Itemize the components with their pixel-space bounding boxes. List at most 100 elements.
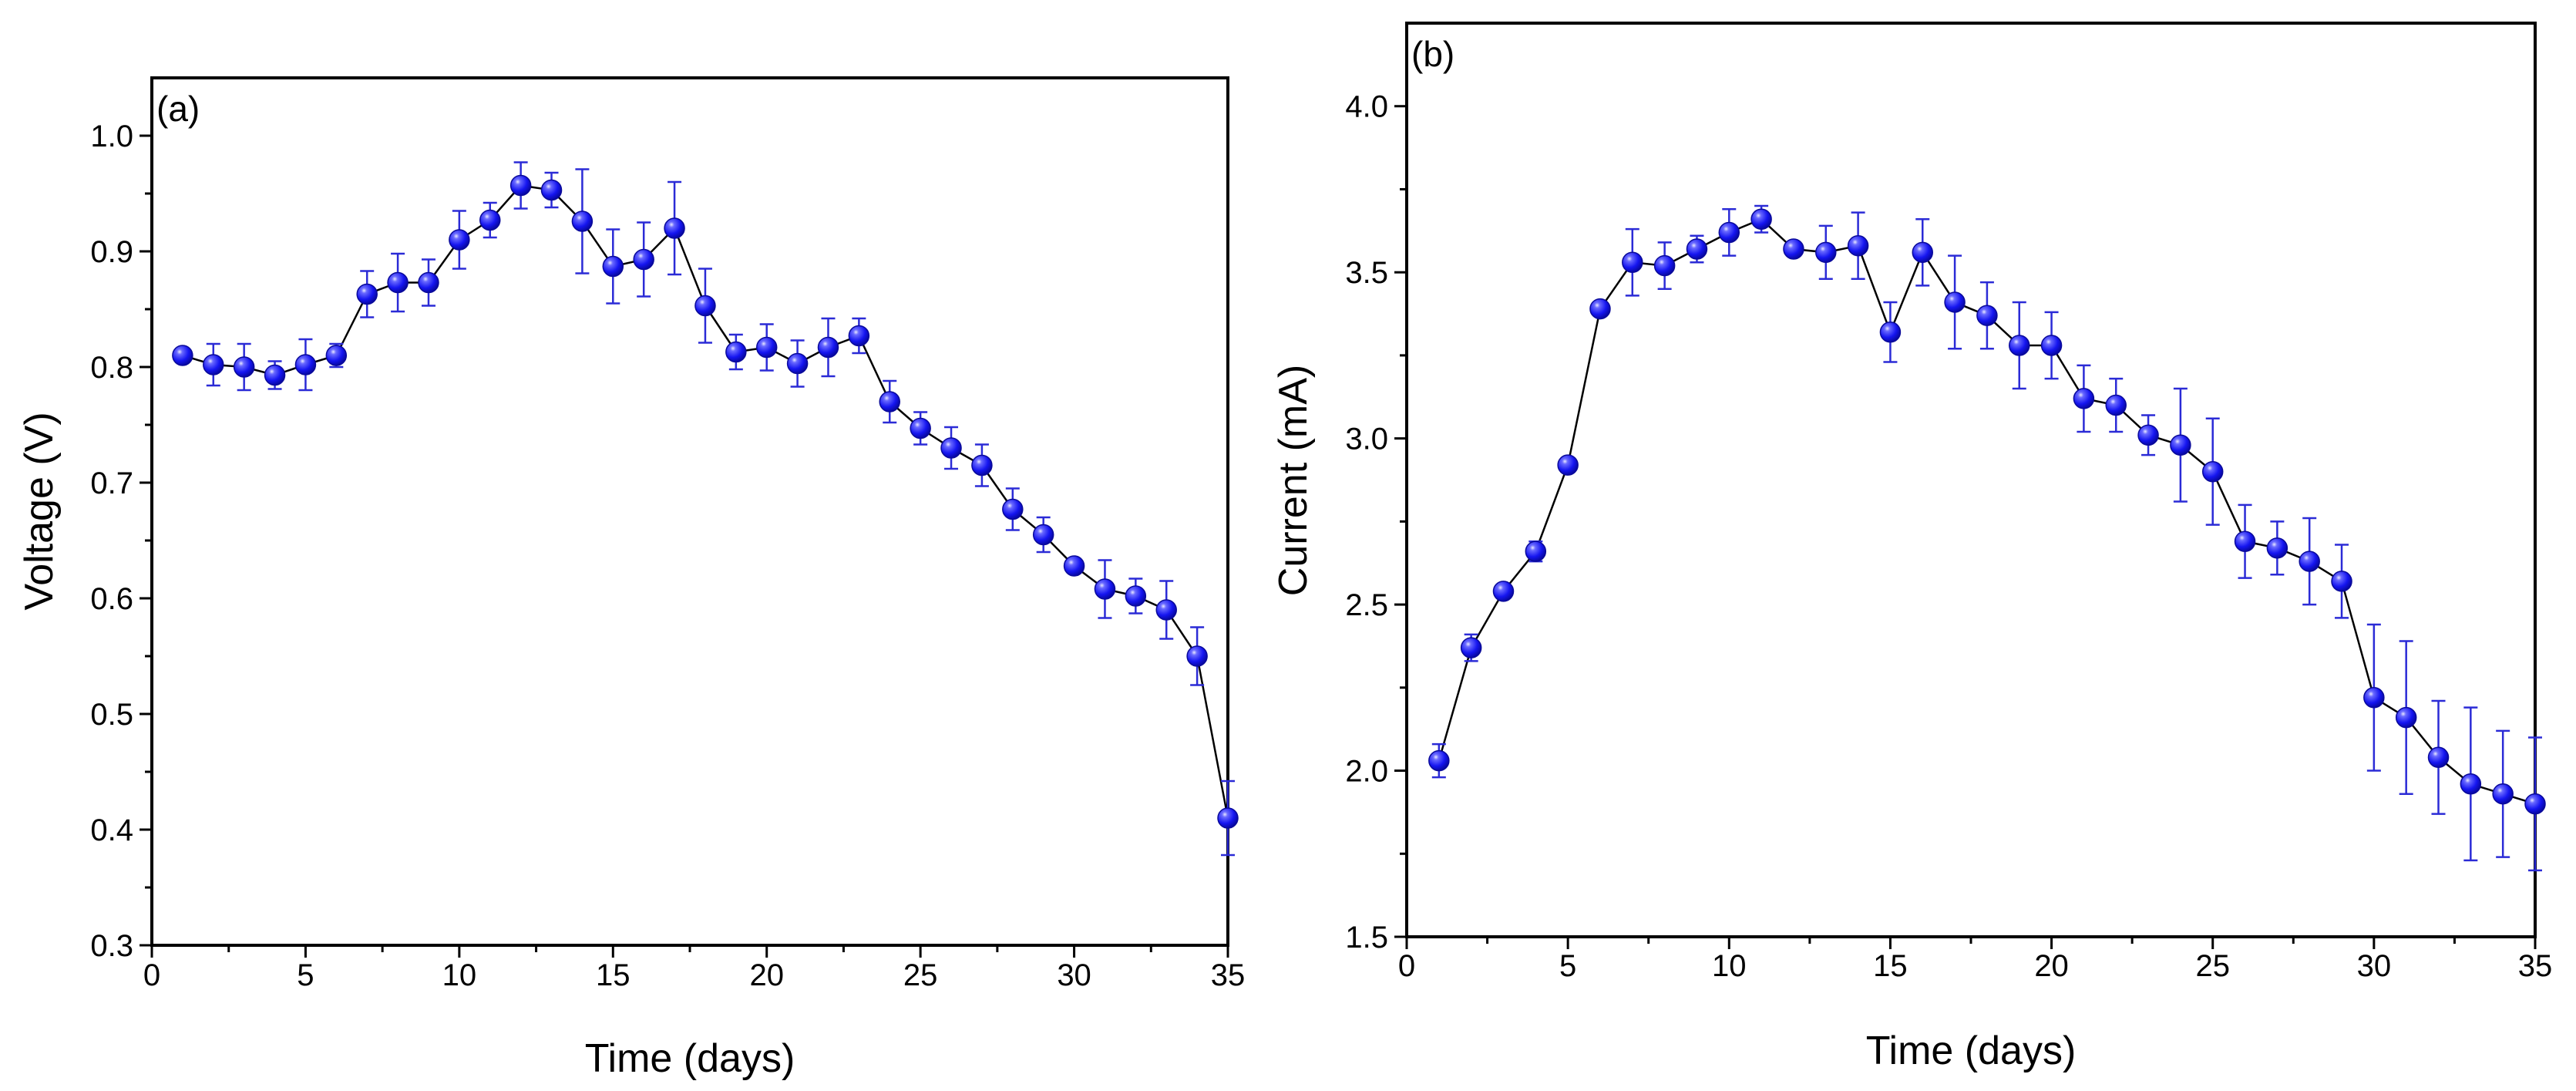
data-point	[2395, 706, 2417, 729]
x-tick-label: 10	[442, 958, 477, 992]
data-point	[418, 271, 439, 294]
data-point	[2201, 460, 2224, 483]
data-point	[1155, 599, 1177, 621]
voltage-chart: 0 5 10 15 20 25 30 35 0.3 0.4 0.5 0.6 0.7 0.8 0.9 1.0 (…	[17, 76, 1245, 1081]
data-point	[540, 179, 563, 201]
plot-area-frame	[1405, 22, 2537, 938]
data-point	[725, 341, 747, 363]
y-tick-label: 4.0	[1345, 90, 1388, 124]
data-point	[664, 217, 685, 239]
data-point	[449, 229, 470, 251]
y-tick-label: 1.5	[1345, 921, 1388, 955]
data-point	[2040, 335, 2063, 356]
data-point	[1879, 321, 1902, 343]
data-point	[848, 325, 870, 347]
data-point	[264, 364, 286, 386]
y-tick-label: 0.9	[90, 235, 133, 269]
current-axis-ticks: 0 5 10 15 20 25 30 35 1.5 2.0 2.5 3.0 3.5 4.0	[1345, 90, 2552, 983]
y-tick-label: 2.5	[1345, 588, 1388, 622]
current-series-layer	[1428, 204, 2546, 872]
data-point	[1063, 555, 1085, 577]
y-tick-label: 3.0	[1345, 423, 1388, 456]
y-tick-label: 1.0	[90, 120, 133, 153]
data-point	[2524, 793, 2546, 815]
data-point	[2266, 537, 2288, 559]
y-tick-label: 0.3	[90, 929, 133, 963]
data-point	[940, 437, 962, 459]
data-point	[1186, 645, 1208, 667]
data-point	[2427, 746, 2450, 769]
data-point	[2363, 686, 2385, 709]
y-tick-label: 2.0	[1345, 755, 1388, 789]
data-point	[1002, 498, 1024, 520]
data-point	[786, 352, 809, 375]
x-tick-label: 10	[1712, 949, 1747, 983]
data-point	[509, 174, 532, 197]
data-point	[1492, 581, 1515, 602]
data-point	[1750, 208, 1772, 230]
data-point	[2492, 783, 2514, 805]
data-point	[2105, 394, 2127, 416]
data-point	[1815, 241, 1837, 264]
data-point	[571, 210, 594, 232]
data-point	[1976, 305, 1998, 326]
data-point	[1622, 251, 1643, 274]
y-tick-label: 3.5	[1345, 256, 1388, 290]
y-axis-label-a: Voltage (V)	[17, 412, 62, 610]
data-point	[1032, 524, 1054, 546]
x-tick-label: 30	[2357, 949, 2392, 983]
data-point	[325, 345, 348, 366]
y-tick-label: 0.5	[90, 698, 133, 732]
data-point	[294, 354, 317, 375]
data-point	[1094, 578, 1116, 600]
x-tick-label: 5	[1559, 949, 1576, 983]
data-point	[694, 295, 716, 317]
data-point	[2073, 388, 2095, 409]
x-axis-label-a: Time (days)	[585, 1036, 795, 1081]
plot-area-frame	[150, 76, 1229, 947]
data-point	[1944, 291, 1966, 313]
data-point	[971, 454, 993, 476]
data-point	[2234, 530, 2256, 552]
x-tick-label: 0	[1398, 949, 1415, 983]
x-tick-label: 20	[749, 958, 784, 992]
y-tick-label: 0.7	[90, 466, 133, 500]
data-point	[356, 283, 378, 305]
data-point	[1460, 637, 1482, 658]
data-point	[1217, 807, 1239, 829]
data-point	[1589, 298, 1611, 320]
data-point	[2170, 434, 2191, 456]
data-point	[233, 356, 255, 378]
data-point	[1428, 749, 1450, 772]
data-point	[2460, 773, 2482, 795]
x-tick-label: 25	[903, 958, 938, 992]
data-point	[2008, 335, 2030, 356]
x-tick-label: 30	[1057, 958, 1091, 992]
x-tick-label: 15	[596, 958, 631, 992]
x-tick-label: 35	[1211, 958, 1246, 992]
data-point	[479, 209, 501, 231]
data-point	[2299, 551, 2320, 572]
data-point	[203, 354, 224, 375]
data-point	[387, 271, 409, 294]
x-tick-label: 5	[297, 958, 314, 992]
x-axis-label-b: Time (days)	[1866, 1029, 2077, 1073]
data-point	[755, 336, 778, 359]
voltage-series-layer	[172, 161, 1239, 857]
data-point	[633, 248, 654, 271]
x-tick-label: 0	[143, 958, 160, 992]
y-tick-label: 0.8	[90, 351, 133, 385]
data-point	[1912, 241, 1934, 264]
x-tick-label: 35	[2518, 949, 2553, 983]
data-point	[1525, 540, 1547, 562]
data-point	[1847, 234, 1869, 257]
data-point	[2137, 424, 2159, 446]
y-axis-label-b: Current (mA)	[1271, 365, 1316, 596]
voltage-axis-ticks: 0 5 10 15 20 25 30 35 0.3 0.4 0.5 0.6 0.7 0.8 0.9 1.0	[90, 120, 1245, 992]
data-point	[1125, 585, 1147, 607]
x-tick-label: 15	[1873, 949, 1908, 983]
current-chart: 0 5 10 15 20 25 30 35 1.5 2.0 2.5 3.0 3.5 4.0 (b) Tim…	[1271, 22, 2552, 1073]
data-point	[1686, 238, 1708, 260]
data-point	[602, 255, 624, 278]
